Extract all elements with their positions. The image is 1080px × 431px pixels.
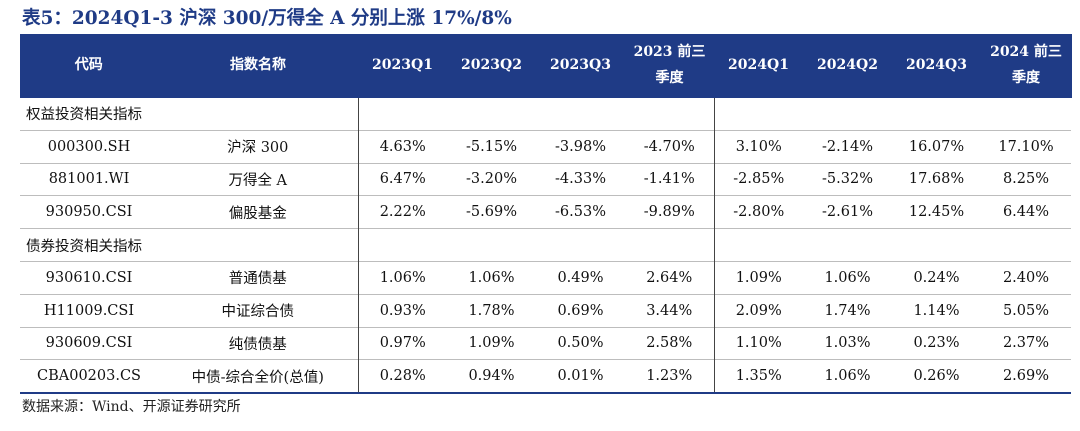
cell-value: 2.37% [981, 326, 1071, 360]
cell-value: 6.47% [357, 162, 447, 196]
cell-value: 1.06% [803, 260, 892, 295]
cell-value: 3.44% [625, 293, 714, 328]
cell-value: 17.10% [981, 129, 1071, 164]
cell-value: 17.68% [892, 162, 981, 196]
cell-name: 偏股基金 [158, 195, 358, 229]
cell-value: 8.25% [981, 162, 1071, 196]
cell-value: 2.58% [625, 326, 714, 360]
cell-value: 0.01% [536, 359, 625, 395]
section-row: 权益投资相关指标 [20, 97, 1071, 131]
section-blank [357, 97, 714, 131]
header-col: 2023Q3 [536, 34, 626, 97]
cell-value: -3.98% [536, 129, 625, 164]
cell-value: 3.10% [713, 129, 803, 164]
header-code: 代码 [20, 34, 159, 97]
table-row: 930609.CSI 纯债债基 0.97% 1.09% 0.50% 2.58% … [20, 326, 1071, 360]
cell-value: 1.09% [447, 326, 536, 360]
header-col: 2023Q1 [358, 34, 448, 97]
cell-code: H11009.CSI [20, 293, 158, 328]
cell-value: -5.69% [447, 195, 536, 229]
cell-value: 1.14% [892, 293, 981, 328]
header-row: 代码 指数名称 2023Q1 2023Q2 2023Q3 2023 前三 季度 2… [20, 34, 1072, 97]
source-note: 数据来源：Wind、开源证券研究所 [22, 399, 241, 415]
cell-value: 0.69% [536, 293, 625, 328]
section-row: 债券投资相关指标 [20, 228, 1071, 262]
table-row: 881001.WI 万得全 A 6.47% -3.20% -4.33% -1.4… [20, 162, 1071, 196]
table-row: 930610.CSI 普通债基 1.06% 1.06% 0.49% 2.64% … [20, 260, 1071, 295]
table-row: 000300.SH 沪深 300 4.63% -5.15% -3.98% -4.… [20, 129, 1071, 164]
cell-value: -2.14% [803, 129, 892, 164]
cell-value: 2.09% [713, 293, 803, 328]
section-blank [357, 228, 714, 262]
table-row: H11009.CSI 中证综合债 0.93% 1.78% 0.69% 3.44%… [20, 293, 1071, 328]
cell-value: 5.05% [981, 293, 1071, 328]
cell-code: 000300.SH [20, 129, 158, 164]
cell-value: 1.09% [713, 260, 803, 295]
cell-value: -2.61% [803, 195, 892, 229]
cell-value: 0.49% [536, 260, 625, 295]
cell-value: 1.35% [713, 359, 803, 395]
cell-value: 2.22% [357, 195, 447, 229]
cell-value: 2.69% [981, 359, 1071, 395]
cell-code: CBA00203.CS [20, 359, 158, 395]
cell-value: -2.80% [713, 195, 803, 229]
section-label: 权益投资相关指标 [26, 107, 142, 124]
table-title: 表5：2024Q1-3 沪深 300/万得全 A 分别上涨 17%/8% [22, 8, 512, 29]
header-col: 2024Q3 [892, 34, 982, 97]
cell-value: 0.26% [892, 359, 981, 395]
header-col: 2023 前三 季度 [625, 34, 715, 97]
cell-value: 0.23% [892, 326, 981, 360]
cell-value: -1.41% [625, 162, 714, 196]
cell-value: 0.24% [892, 260, 981, 295]
cell-value: 12.45% [892, 195, 981, 229]
section-blank [713, 228, 1071, 262]
cell-value: -6.53% [536, 195, 625, 229]
cell-value: 2.64% [625, 260, 714, 295]
cell-code: 881001.WI [20, 162, 158, 196]
cell-value: 1.78% [447, 293, 536, 328]
header-col: 2024Q1 [714, 34, 804, 97]
cell-value: -9.89% [625, 195, 714, 229]
cell-value: 1.23% [625, 359, 714, 395]
cell-value: 0.94% [447, 359, 536, 395]
cell-value: 0.28% [357, 359, 447, 395]
cell-value: 1.06% [447, 260, 536, 295]
cell-value: -4.33% [536, 162, 625, 196]
section-label: 债券投资相关指标 [20, 228, 358, 262]
cell-name: 中债-综合全价(总值) [158, 359, 358, 395]
cell-name: 沪深 300 [158, 129, 358, 164]
header-col: 2024Q2 [803, 34, 893, 97]
cell-value: 1.10% [713, 326, 803, 360]
cell-name: 万得全 A [158, 162, 358, 196]
header-col: 2023Q2 [447, 34, 537, 97]
cell-value: 4.63% [357, 129, 447, 164]
cell-value: -3.20% [447, 162, 536, 196]
cell-value: -2.85% [713, 162, 803, 196]
cell-code: 930609.CSI [20, 326, 158, 360]
cell-value: 0.97% [357, 326, 447, 360]
cell-name: 普通债基 [158, 260, 358, 295]
cell-name: 中证综合债 [158, 293, 358, 328]
table-row: CBA00203.CS 中债-综合全价(总值) 0.28% 0.94% 0.01… [20, 359, 1071, 395]
cell-name: 纯债债基 [158, 326, 358, 360]
cell-value: 0.93% [357, 293, 447, 328]
cell-code: 930950.CSI [20, 195, 158, 229]
cell-value: 1.06% [357, 260, 447, 295]
cell-value: 1.03% [803, 326, 892, 360]
cell-value: -4.70% [625, 129, 714, 164]
cell-value: 1.06% [803, 359, 892, 395]
header-name: 指数名称 [158, 34, 359, 97]
cell-value: -5.32% [803, 162, 892, 196]
cell-value: 1.74% [803, 293, 892, 328]
cell-code: 930610.CSI [20, 260, 158, 295]
cell-value: 2.40% [981, 260, 1071, 295]
cell-value: 16.07% [892, 129, 981, 164]
cell-value: -5.15% [447, 129, 536, 164]
section-blank [713, 97, 1071, 131]
cell-value: 0.50% [536, 326, 625, 360]
index-returns-table: 代码 指数名称 2023Q1 2023Q2 2023Q3 2023 前三 季度 2… [20, 34, 1072, 395]
header-col: 2024 前三 季度 [981, 34, 1072, 97]
table-row: 930950.CSI 偏股基金 2.22% -5.69% -6.53% -9.8… [20, 195, 1071, 229]
cell-value: 6.44% [981, 195, 1071, 229]
